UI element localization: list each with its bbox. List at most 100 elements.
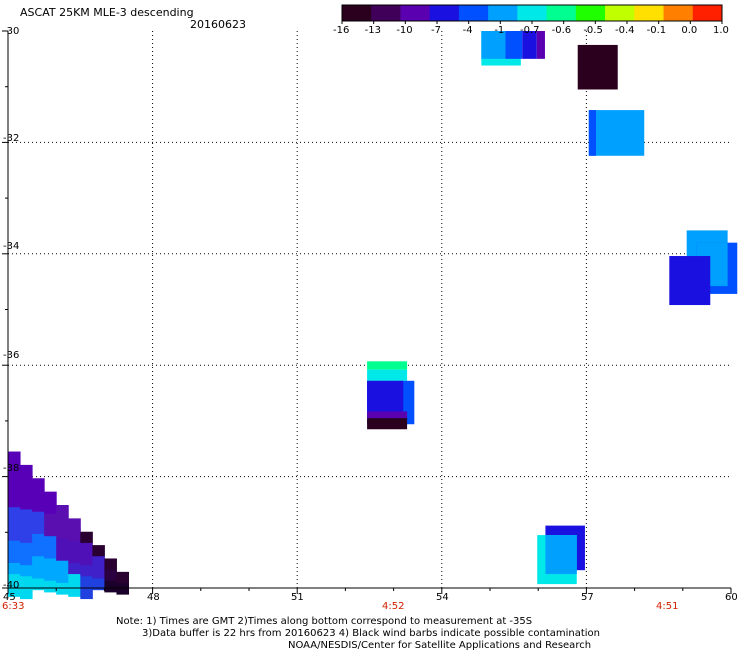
- lat-tick-label: -38: [3, 463, 20, 474]
- time-label: 4:52: [382, 601, 405, 612]
- swath-data-cell: [20, 520, 33, 533]
- colorbar-tick-label: -7: [431, 25, 441, 36]
- swath-data-cell: [20, 464, 33, 477]
- mle-data-cell: [577, 44, 618, 90]
- lon-tick-label: 57: [581, 592, 594, 603]
- mle-data-cell: [522, 31, 537, 59]
- lat-tick-label: -40: [3, 580, 20, 591]
- colorbar-segment: [400, 5, 431, 21]
- swath-data-cell: [44, 547, 57, 559]
- mle-data-cell: [536, 31, 545, 59]
- swath-data-cell: [68, 585, 81, 597]
- swath-data-cell: [32, 522, 45, 535]
- swath-data-cell: [68, 574, 81, 586]
- colorbar-segment: [605, 5, 635, 21]
- swath-data-cell: [20, 476, 33, 488]
- swath-data-cell: [8, 585, 21, 597]
- swath-data-cell: [44, 580, 57, 593]
- colorbar-segment: [371, 5, 401, 21]
- swath-data-cell: [80, 576, 93, 588]
- swath-data-cell: [32, 489, 45, 502]
- swath-data-cell: [20, 554, 33, 566]
- swath-data-cell: [8, 574, 21, 586]
- swath-data-cell: [68, 529, 81, 542]
- swath-data-cell: [32, 545, 45, 557]
- swath-data-cell: [92, 578, 105, 591]
- colorbar-tick-label: -0.7: [520, 25, 540, 36]
- swath-data-cell: [56, 538, 69, 551]
- note-line-3: NOAA/NESDIS/Center for Satellite Applica…: [288, 640, 592, 651]
- colorbar-segment: [663, 5, 694, 21]
- lat-tick-label: -34: [3, 241, 20, 252]
- colorbar-tick-label: -4: [462, 25, 473, 36]
- swath-data-cell: [80, 565, 93, 577]
- colorbar-tick-label: 1.0: [713, 25, 729, 36]
- swath-data-cell: [32, 567, 45, 580]
- swath-data-cell: [44, 569, 57, 582]
- colorbar-tick-label: -10: [396, 25, 413, 36]
- mle-data-cell: [367, 361, 408, 370]
- colorbar-segment: [546, 5, 577, 21]
- lon-tick-label: 54: [436, 592, 449, 603]
- swath-data-cell: [56, 582, 69, 595]
- swath-data-cell: [20, 587, 33, 600]
- swath-data-cell: [8, 451, 21, 464]
- mle-data-cell: [367, 411, 408, 419]
- lat-tick-label: -30: [3, 26, 20, 37]
- swath-data-cell: [20, 531, 33, 544]
- lon-tick-label: 48: [147, 592, 160, 603]
- swath-data-cell: [44, 525, 57, 537]
- swath-data-cell: [8, 540, 21, 553]
- swath-data-cell: [20, 576, 33, 588]
- swath-data-cell: [92, 556, 105, 568]
- swath-data-cell: [44, 502, 57, 515]
- date-label: 20160623: [190, 18, 246, 31]
- swath-data-cell: [32, 578, 45, 591]
- mle-data-cell: [367, 418, 408, 430]
- mle-data-cell: [669, 256, 711, 306]
- mle-data-cell: [545, 535, 577, 575]
- swath-data-cell: [44, 491, 57, 504]
- mle-data-cell: [367, 380, 404, 412]
- swath-data-cell: [8, 473, 21, 486]
- mle-data-cell: [505, 31, 523, 59]
- lat-tick-label: -32: [3, 133, 20, 144]
- colorbar-tick-label: -1: [494, 25, 505, 36]
- note-line-2: 3)Data buffer is 22 hrs from 20160623 4)…: [142, 628, 600, 639]
- swath-data-cell: [32, 556, 45, 568]
- swath-data-cell: [44, 558, 57, 571]
- colorbar-segment: [488, 5, 518, 21]
- swath-data-cell: [56, 549, 69, 562]
- swath-data-cell: [8, 484, 21, 497]
- swath-data-cell: [44, 513, 57, 526]
- swath-data-cell: [104, 569, 117, 582]
- colorbar-tick-label: -16: [333, 25, 350, 36]
- mle-data-cell: [367, 369, 408, 381]
- colorbar-tick-label: -0.6: [551, 25, 572, 36]
- swath-data-cell: [8, 462, 21, 475]
- colorbar-tick-label: -0.4: [615, 25, 635, 36]
- swath-data-cell: [80, 554, 93, 566]
- swath-data-cell: [68, 540, 81, 553]
- swath-data-cell: [8, 562, 21, 575]
- swath-data-cell: [32, 500, 45, 513]
- colorbar-tick-label: -0.5: [583, 25, 603, 36]
- swath-data-cell: [8, 551, 21, 564]
- mle-data-cell: [481, 31, 506, 59]
- colorbar-segment: [342, 5, 372, 21]
- colorbar-tick-label: 0.0: [681, 25, 698, 36]
- colorbar-segment: [517, 5, 548, 21]
- swath-data-cell: [56, 516, 69, 528]
- swath-data-cell: [92, 545, 105, 557]
- mle-data-cell: [588, 110, 597, 156]
- swath-data-cell: [116, 571, 129, 584]
- colorbar-tick-label: -0.1: [646, 25, 667, 36]
- mle-data-cell: [588, 110, 645, 156]
- swath-data-cell: [8, 507, 21, 519]
- swath-data-cell: [8, 529, 21, 542]
- swath-data-cell: [56, 505, 69, 517]
- swath-data-cell: [20, 542, 33, 555]
- swath-data-cell: [68, 562, 81, 575]
